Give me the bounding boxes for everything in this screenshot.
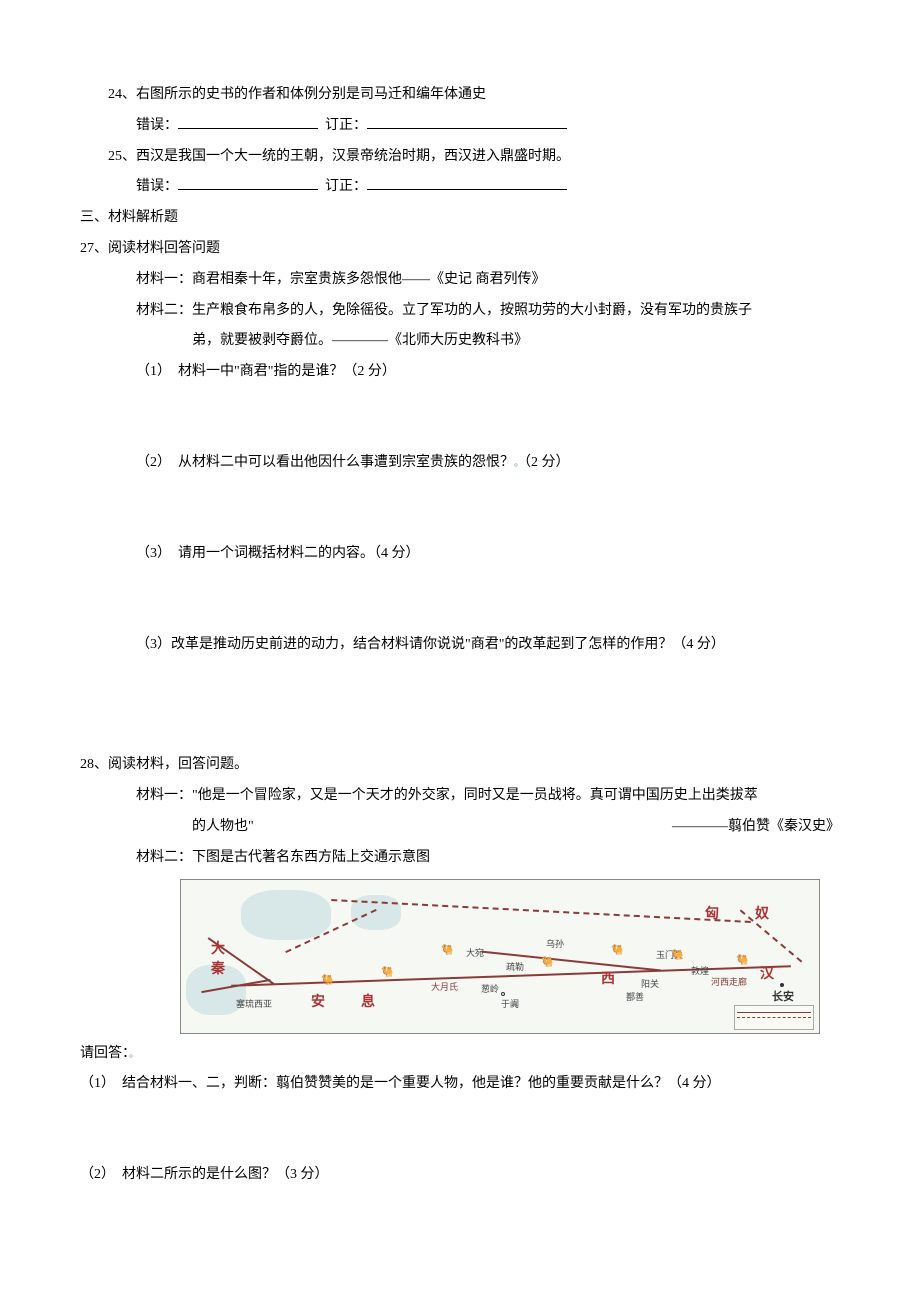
answer-label-text: 请回答： (80, 1046, 129, 1061)
map-label-dayuezhi: 大月氏 (431, 978, 458, 998)
map-legend (734, 1005, 814, 1030)
map-label-xi: 西 (601, 965, 615, 996)
camel-icon-3: 🐫 (541, 952, 553, 974)
map-label-shanshan: 鄯善 (626, 988, 644, 1008)
camel-icon-1: 🐫 (381, 962, 393, 984)
q25-text: 25、西汉是我国一个大一统的王朝，汉景帝统治时期，西汉进入鼎盛时期。 (80, 142, 860, 173)
map-label-congling: 葱岭 (481, 980, 499, 1000)
map-label-anxi2: 息 (361, 988, 375, 1019)
q24-correct-blank[interactable] (367, 115, 567, 129)
q27-material2-line1: 材料二：生产粮食布帛多的人，免除徭役。立了军功的人，按照功劳的大小封爵，没有军功… (80, 296, 860, 327)
map-label-xiongnu1: 匈 (705, 900, 719, 931)
map-label-dawan: 大宛 (466, 944, 484, 964)
q27-sub4: （3）改革是推动历史前进的动力，结合材料请你说说"商君"的改革起到了怎样的作用？… (80, 630, 860, 661)
dot-icon: 。 (514, 458, 524, 469)
q28-material1-left: 的人物也" (136, 812, 254, 843)
q24-blanks: 错误： 订正： (80, 111, 860, 142)
camel-icon-7: 🐫 (321, 970, 333, 992)
camel-icon-2: 🐫 (441, 940, 453, 962)
q28-sub1: （1） 结合材料一、二，判断：翦伯赞赞美的是一个重要人物，他是谁？他的重要贡献是… (80, 1069, 860, 1100)
q25-error-label: 错误： (136, 179, 178, 194)
q28-material1-right: ————翦伯赞《秦汉史》 (672, 812, 840, 843)
silk-road-map: 匈 奴 大 秦 安 息 西 汉 长安 玉门关 阳关 敦煌 鄯善 于阗 疏勒 大宛… (180, 879, 820, 1034)
q24-error-label: 错误： (136, 118, 178, 133)
section-3-title: 三、材料解析题 (80, 203, 860, 234)
q24-correct-label: 订正： (325, 118, 367, 133)
q28-sub2: （2） 材料二所示的是什么图？（3 分） (80, 1160, 860, 1191)
map-label-xiongnu2: 奴 (755, 900, 769, 931)
camel-icon-5: 🐫 (671, 945, 683, 967)
q27-material1: 材料一：商君相秦十年，宗室贵族多怨恨他——《史记 商君列传》 (80, 265, 860, 296)
q25-blanks: 错误： 订正： (80, 172, 860, 203)
q28-title: 28、阅读材料，回答问题。 (80, 750, 860, 781)
q25-error-blank[interactable] (178, 176, 318, 190)
map-label-shule: 疏勒 (506, 958, 524, 978)
q27-sub2-row: （2） 从材料二中可以看出他因什么事遭到宗室贵族的怨恨？。（2 分） (80, 448, 860, 479)
map-dot-yutian (501, 992, 505, 996)
q28-material1-line1: 材料一："他是一个冒险家，又是一个天才的外交家，同时又是一员战将。真可谓中国历史… (80, 781, 860, 812)
map-water-1 (241, 890, 331, 940)
dot-icon-2: 。 (129, 1049, 139, 1060)
q24-error-blank[interactable] (178, 115, 318, 129)
q25-correct-label: 订正： (325, 179, 367, 194)
map-dot-changan (780, 983, 784, 987)
map-label-seleucia: 塞琉西亚 (236, 995, 272, 1015)
q28-answer-label: 请回答：。 (80, 1039, 860, 1070)
q28-material2: 材料二：下图是古代著名东西方陆上交通示意图 (80, 843, 860, 874)
map-label-dunhuang: 敦煌 (691, 962, 709, 982)
map-label-hexi: 河西走廊 (711, 973, 747, 993)
map-label-anxi1: 安 (311, 988, 325, 1019)
q27-title: 27、阅读材料回答问题 (80, 234, 860, 265)
q27-sub1: （1） 材料一中"商君"指的是谁？（2 分） (80, 357, 860, 388)
q27-sub2: （2） 从材料二中可以看出他因什么事遭到宗室贵族的怨恨？ (136, 455, 514, 470)
map-container: 匈 奴 大 秦 安 息 西 汉 长安 玉门关 阳关 敦煌 鄯善 于阗 疏勒 大宛… (180, 879, 860, 1034)
q24-text: 24、右图所示的史书的作者和体例分别是司马迁和编年体通史 (80, 80, 860, 111)
camel-icon-6: 🐫 (736, 950, 748, 972)
q27-sub3: （3） 请用一个词概括材料二的内容。（4 分） (80, 539, 860, 570)
map-dash-route-ne (740, 909, 803, 962)
q25-correct-blank[interactable] (367, 176, 567, 190)
map-label-yutian: 于阗 (501, 995, 519, 1015)
q27-sub2-points: （2 分） (524, 455, 570, 470)
map-label-daqin2: 秦 (211, 955, 225, 986)
camel-icon-4: 🐫 (611, 940, 623, 962)
q27-material2-line2: 弟，就要被剥夺爵位。————《北师大历史教科书》 (80, 326, 860, 357)
q28-material1-line2: 的人物也" ————翦伯赞《秦汉史》 (80, 812, 860, 843)
